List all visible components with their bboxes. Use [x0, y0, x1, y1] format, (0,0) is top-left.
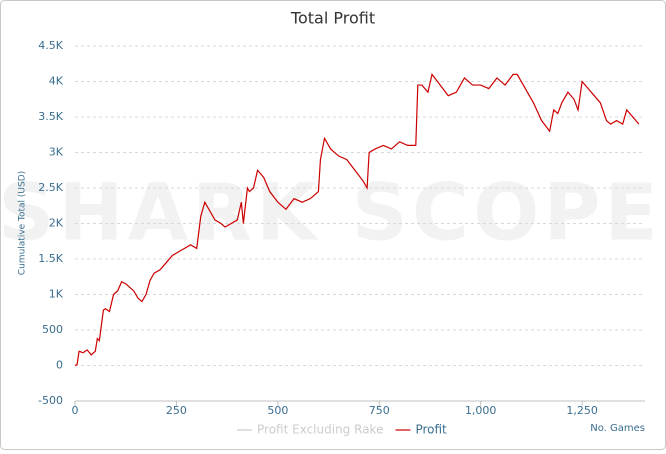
- y-tick-label: -500: [38, 394, 63, 407]
- y-tick-label: 0: [56, 359, 63, 372]
- y-tick-label: 2.5K: [38, 181, 63, 194]
- line-series: [74, 73, 640, 367]
- x-tick-label: 0: [72, 404, 79, 417]
- y-tick-label: 1K: [49, 288, 64, 301]
- y-tick-label: 2K: [49, 217, 64, 230]
- y-axis-label: Cumulative Total (USD): [18, 171, 28, 275]
- y-tick-label: 1.5K: [38, 252, 63, 265]
- legend-label: Profit: [415, 423, 447, 437]
- x-tick-label: 1,250: [566, 404, 598, 417]
- legend-label: Profit Excluding Rake: [257, 423, 383, 437]
- y-tick-label: 4K: [49, 75, 64, 88]
- y-tick-label: 3K: [49, 146, 64, 159]
- y-tick-label: 3.5K: [38, 110, 63, 123]
- x-axis-label: No. Games: [590, 423, 645, 434]
- watermark: SHARK SCOPE: [0, 168, 662, 258]
- chart-title: Total Profit: [290, 9, 375, 28]
- y-tick-label: 4.5K: [38, 39, 63, 52]
- x-tick-label: 500: [267, 404, 288, 417]
- x-tick-label: 750: [369, 404, 390, 417]
- legend: Profit Excluding Rake Profit: [237, 423, 447, 437]
- x-tick-label: 250: [166, 404, 187, 417]
- y-tick-label: 500: [42, 323, 63, 336]
- x-tick-label: 1,000: [465, 404, 497, 417]
